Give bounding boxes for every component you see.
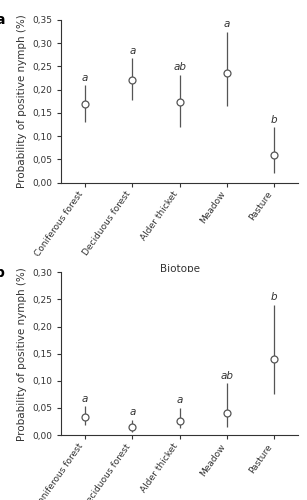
- Text: a: a: [82, 394, 88, 404]
- Text: ab: ab: [220, 371, 233, 381]
- Y-axis label: Probability of positive nymph (%): Probability of positive nymph (%): [17, 267, 27, 440]
- Y-axis label: Probability of positive nymph (%): Probability of positive nymph (%): [17, 14, 27, 188]
- Text: b: b: [0, 266, 5, 280]
- X-axis label: Biotope: Biotope: [160, 264, 200, 274]
- Text: a: a: [82, 72, 88, 83]
- Text: a: a: [177, 396, 183, 406]
- Text: ab: ab: [173, 62, 186, 72]
- Text: a: a: [224, 19, 230, 29]
- Text: a: a: [129, 46, 135, 56]
- Text: b: b: [271, 292, 278, 302]
- Text: b: b: [271, 114, 278, 124]
- Text: a: a: [0, 14, 5, 28]
- Text: a: a: [129, 408, 135, 418]
